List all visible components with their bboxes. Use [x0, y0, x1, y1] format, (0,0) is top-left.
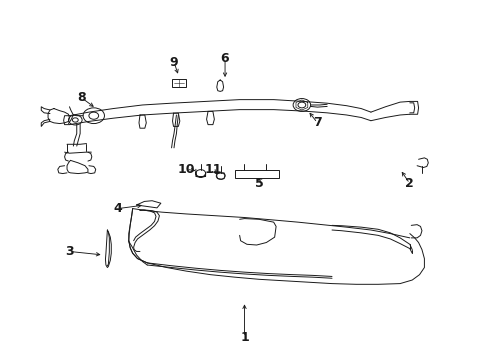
Text: 9: 9	[169, 55, 178, 69]
Text: 2: 2	[405, 177, 413, 190]
Text: 10: 10	[177, 163, 195, 176]
Text: 4: 4	[114, 202, 122, 215]
FancyBboxPatch shape	[234, 170, 278, 178]
Text: 5: 5	[254, 177, 263, 190]
Text: 3: 3	[65, 245, 74, 258]
Text: 11: 11	[203, 163, 221, 176]
Text: 6: 6	[220, 52, 229, 65]
Text: 7: 7	[312, 116, 321, 129]
FancyBboxPatch shape	[171, 79, 186, 87]
Text: 1: 1	[240, 331, 248, 344]
Text: 8: 8	[77, 91, 86, 104]
